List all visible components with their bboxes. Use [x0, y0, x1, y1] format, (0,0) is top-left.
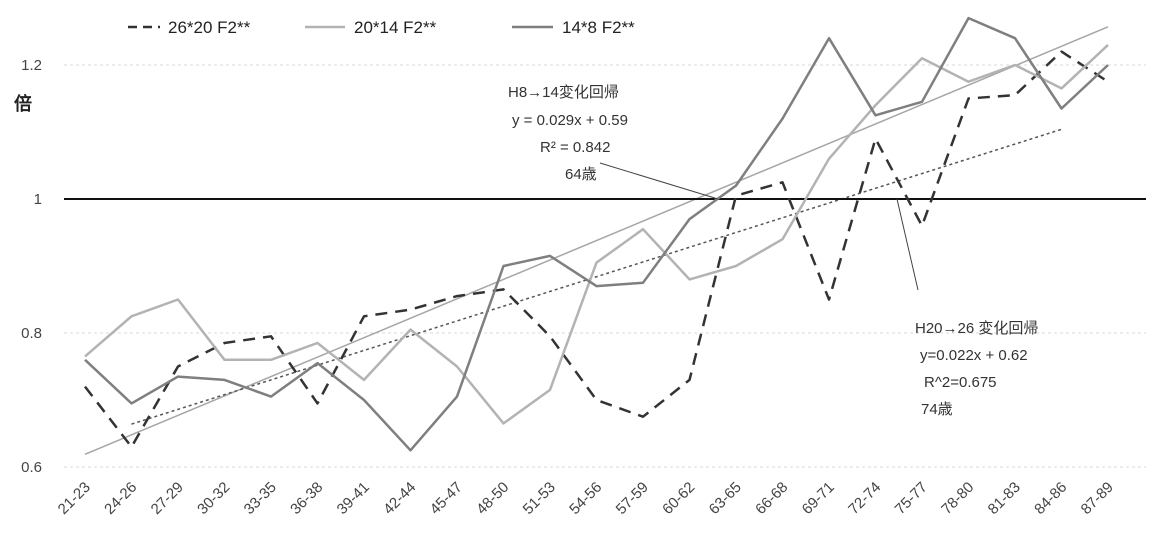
- annotation-h20: H20→26 変化回帰 y=0.022x + 0.62 R^2=0.675 74…: [896, 198, 1038, 418]
- y-axis-label: 倍: [14, 93, 32, 114]
- legend: 26*20 F2** 20*14 F2** 14*8 F2**: [128, 18, 635, 37]
- x-tick-label-9: 48-50: [473, 479, 512, 518]
- trendline-0: [84, 26, 1109, 455]
- annotation-h8-age: 64歳: [565, 166, 597, 183]
- legend-label-series-1: 26*20 F2**: [168, 18, 251, 37]
- x-tick-label-7: 42-44: [380, 479, 419, 518]
- annotation-h20-leader: [896, 198, 919, 291]
- x-tick-label-10: 51-53: [520, 479, 559, 518]
- y-tick-label-1: 0.8: [21, 325, 42, 342]
- x-tick-label-15: 66-68: [752, 479, 791, 518]
- x-tick-label-11: 54-56: [566, 479, 605, 518]
- x-tick-label-18: 75-77: [892, 479, 931, 518]
- series-line-1: [84, 50, 1109, 449]
- trendline-1: [131, 128, 1062, 425]
- y-tick-label-0: 0.6: [21, 459, 42, 476]
- x-tick-label-4: 33-35: [241, 479, 280, 518]
- x-tick-label-16: 69-71: [799, 479, 838, 518]
- x-tick-label-8: 45-47: [427, 479, 466, 518]
- x-tick-labels: 21-23 24-26 27-29 30-32 33-35 36-38 39-41 42-44…: [55, 479, 1117, 518]
- x-tick-label-12: 57-59: [613, 479, 652, 518]
- x-tick-label-19: 78-80: [938, 479, 977, 518]
- x-tick-label-17: 72-74: [845, 479, 884, 518]
- x-tick-label-5: 36-38: [287, 479, 326, 518]
- x-tick-label-0: 21-23: [55, 479, 94, 518]
- annotation-h20-age: 74歳: [921, 401, 953, 418]
- series-lines: [84, 16, 1109, 452]
- annotation-h8-title: H8→14変化回帰: [508, 83, 619, 101]
- x-tick-label-20: 81-83: [985, 479, 1024, 518]
- annotation-h8-equation: y = 0.029x + 0.59: [512, 112, 628, 129]
- y-tick-labels: 0.6 0.8 1 1.2: [21, 57, 42, 476]
- annotation-h20-title: H20→26 変化回帰: [915, 319, 1038, 337]
- annotation-h8-r2: R² = 0.842: [540, 139, 610, 156]
- gridlines: [64, 64, 1146, 468]
- x-tick-label-22: 87-89: [1078, 479, 1117, 518]
- trendlines: [84, 26, 1109, 455]
- annotation-h8: H8→14変化回帰 y = 0.029x + 0.59 R² = 0.842 6…: [508, 83, 719, 200]
- x-tick-label-3: 30-32: [194, 479, 233, 518]
- series-line-3: [84, 16, 1109, 452]
- x-tick-label-13: 60-62: [659, 479, 698, 518]
- legend-label-series-3: 14*8 F2**: [562, 18, 635, 37]
- annotation-h8-leader: [599, 162, 719, 200]
- annotation-h20-equation: y=0.022x + 0.62: [920, 347, 1028, 364]
- x-tick-label-2: 27-29: [148, 479, 187, 518]
- legend-label-series-2: 20*14 F2**: [354, 18, 437, 37]
- series-line-2: [84, 43, 1109, 425]
- x-tick-label-6: 39-41: [334, 479, 373, 518]
- x-tick-label-1: 24-26: [101, 479, 140, 518]
- y-tick-label-3: 1.2: [21, 57, 42, 74]
- x-tick-label-21: 84-86: [1031, 479, 1070, 518]
- annotation-h20-r2: R^2=0.675: [924, 374, 997, 391]
- x-tick-label-14: 63-65: [706, 479, 745, 518]
- y-tick-label-2: 1: [34, 191, 42, 208]
